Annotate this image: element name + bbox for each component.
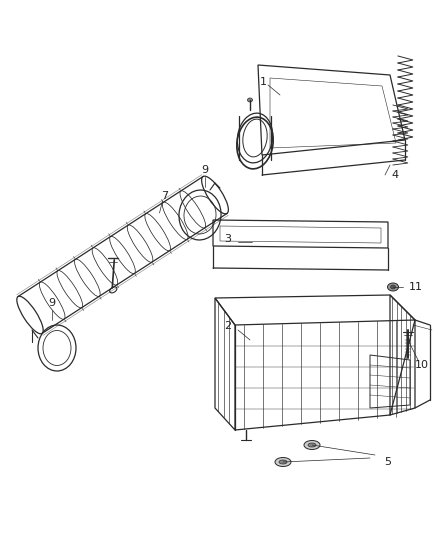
- Text: 9: 9: [49, 298, 56, 308]
- Text: 3: 3: [225, 234, 232, 244]
- Ellipse shape: [388, 283, 399, 291]
- Ellipse shape: [304, 440, 320, 449]
- Ellipse shape: [391, 285, 396, 289]
- Ellipse shape: [275, 457, 291, 466]
- Text: 9: 9: [201, 165, 208, 175]
- Ellipse shape: [279, 460, 287, 464]
- Ellipse shape: [308, 443, 316, 447]
- Text: 1: 1: [259, 77, 266, 87]
- Text: 7: 7: [161, 191, 168, 201]
- Text: 10: 10: [415, 360, 429, 370]
- Text: 5: 5: [385, 457, 392, 467]
- Text: 11: 11: [409, 282, 423, 292]
- Text: 4: 4: [392, 170, 399, 180]
- Text: 2: 2: [224, 321, 232, 331]
- Ellipse shape: [247, 98, 252, 102]
